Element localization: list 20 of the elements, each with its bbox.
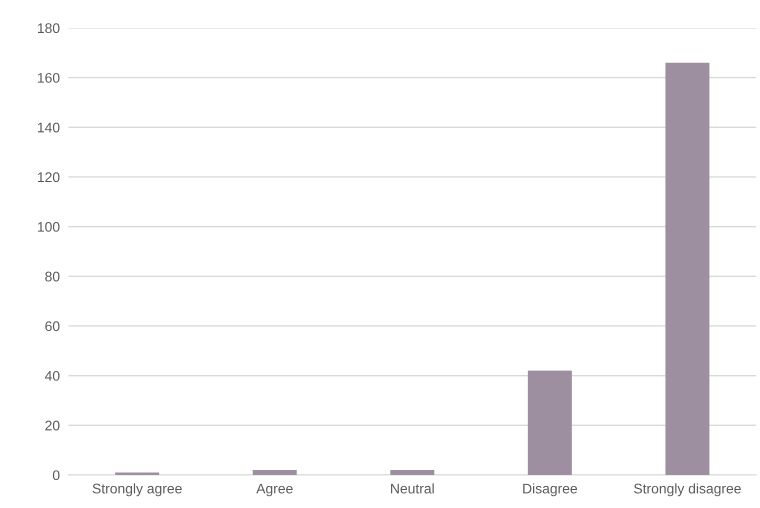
y-tick-label: 140 xyxy=(38,122,60,132)
y-tick-label: 20 xyxy=(45,420,60,430)
y-tick-label: 0 xyxy=(52,470,60,480)
x-tick-label: Strongly disagree xyxy=(634,483,741,496)
x-tick-label: Agree xyxy=(256,484,293,496)
bar xyxy=(115,472,160,475)
y-tick-label: 80 xyxy=(45,272,60,282)
bar xyxy=(528,370,572,475)
y-tick-label: 160 xyxy=(38,72,60,83)
x-tick-label: Disagree xyxy=(523,483,578,496)
y-tick-label: 40 xyxy=(44,370,60,381)
bar xyxy=(252,470,297,475)
y-tick-label: 100 xyxy=(38,222,60,232)
x-tick-label: Strongly agree xyxy=(92,483,182,496)
x-tick-label: Neutral xyxy=(391,483,434,494)
bar xyxy=(390,470,434,475)
y-tick-label: 120 xyxy=(38,172,60,182)
y-tick-label: 180 xyxy=(38,23,60,34)
bar xyxy=(665,62,710,475)
y-tick-label: 60 xyxy=(45,321,60,332)
